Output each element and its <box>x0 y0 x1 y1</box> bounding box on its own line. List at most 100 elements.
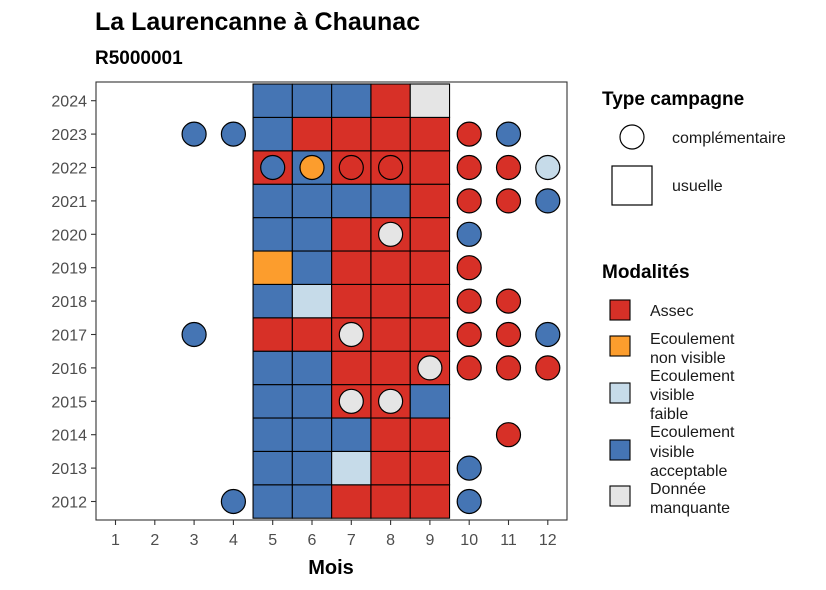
point-2021-12 <box>535 188 561 214</box>
legend-key-faible <box>609 382 631 404</box>
point-2020-10 <box>456 221 482 247</box>
tile-2024-9 <box>409 83 451 118</box>
point-2022-5 <box>260 154 286 181</box>
point-2013-10 <box>456 455 482 481</box>
tile-2012-6 <box>291 484 333 519</box>
tile-2018-6 <box>291 283 333 319</box>
point-2016-10 <box>456 355 482 381</box>
y-tick-label-2012: 2012 <box>51 495 87 512</box>
tile-2013-7 <box>331 450 372 486</box>
point-2022-11 <box>495 154 522 181</box>
tile-2023-9 <box>409 116 451 152</box>
legend-label-faible-2: visible <box>650 387 695 404</box>
tile-2014-6 <box>291 417 333 452</box>
tile-2021-5 <box>252 183 293 219</box>
tile-2018-9 <box>409 283 451 319</box>
legend-label-acceptable-2: visible <box>650 444 695 461</box>
tile-2013-6 <box>291 450 333 486</box>
point-2018-11 <box>495 288 522 314</box>
legend-key-assec <box>609 299 631 321</box>
point-2015-7 <box>338 388 364 414</box>
tile-2017-6 <box>291 317 333 352</box>
x-tick-label-7: 7 <box>347 532 356 549</box>
tile-2015-5 <box>252 384 293 419</box>
y-tick-label-2019: 2019 <box>51 261 87 278</box>
x-axis-title: Mois <box>308 557 354 579</box>
tile-2024-7 <box>331 83 372 118</box>
axes: 1 2 3 4 5 6 7 8 9 10 11 122012201320142015201620172… <box>51 94 556 549</box>
legend-type-campagne: Type campagne complémentaire usuelle <box>602 89 786 206</box>
tile-2024-6 <box>291 83 333 118</box>
point-2021-10 <box>456 188 482 214</box>
x-tick-label-4: 4 <box>229 532 238 549</box>
point-2022-8 <box>378 154 404 181</box>
tile-2021-8 <box>370 183 411 219</box>
legend-key-acceptable <box>609 439 631 461</box>
point-2020-8 <box>378 221 404 247</box>
tile-2021-9 <box>409 183 451 219</box>
legend-label-acceptable-3: acceptable <box>650 463 727 480</box>
tile-2016-6 <box>291 350 333 386</box>
x-tick-label-11: 11 <box>500 532 517 549</box>
legend-key-nonvisible <box>609 335 631 357</box>
tile-2014-9 <box>409 417 451 452</box>
point-2018-10 <box>456 288 482 314</box>
tile-2022-9 <box>409 150 451 185</box>
tile-2019-9 <box>409 250 451 285</box>
y-tick-label-2024: 2024 <box>51 94 87 111</box>
legend-label-assec-1: Assec <box>650 303 694 320</box>
y-tick-label-2013: 2013 <box>51 461 87 478</box>
y-tick-label-2016: 2016 <box>51 361 87 378</box>
tile-2020-7 <box>331 217 372 252</box>
x-tick-label-5: 5 <box>268 532 277 549</box>
tile-2021-7 <box>331 183 372 219</box>
tile-2012-9 <box>409 484 451 519</box>
tile-2020-9 <box>409 217 451 252</box>
point-2016-9 <box>417 355 443 381</box>
point-2014-11 <box>495 422 522 448</box>
legend-key-manquante <box>609 485 631 507</box>
tile-2016-7 <box>331 350 372 386</box>
x-tick-label-10: 10 <box>460 532 478 549</box>
y-tick-label-2023: 2023 <box>51 127 87 144</box>
legend-symbol-square <box>611 165 653 206</box>
x-tick-label-3: 3 <box>190 532 199 549</box>
legend-label-complementaire: complémentaire <box>672 130 786 147</box>
tile-2020-5 <box>252 217 293 252</box>
legend-label-manquante-1: Donnée <box>650 481 706 498</box>
point-2015-8 <box>378 388 404 414</box>
tile-2019-5 <box>252 250 293 285</box>
tile-2021-6 <box>291 183 333 219</box>
tile-2024-8 <box>370 83 411 118</box>
plot-area <box>95 81 568 521</box>
x-tick-label-9: 9 <box>425 532 434 549</box>
legend-label-usuelle: usuelle <box>672 178 723 195</box>
tile-2013-9 <box>409 450 451 486</box>
tile-2012-7 <box>331 484 372 519</box>
legend-type-campagne-title: Type campagne <box>602 89 744 110</box>
tile-2018-8 <box>370 283 411 319</box>
tile-2016-5 <box>252 350 293 386</box>
point-2017-12 <box>535 321 561 348</box>
tile-2024-5 <box>252 83 293 118</box>
chart-title: La Laurencanne à Chaunac <box>95 8 420 36</box>
tile-2017-5 <box>252 317 293 352</box>
x-tick-label-6: 6 <box>308 532 317 549</box>
tile-2013-8 <box>370 450 411 486</box>
y-tick-label-2020: 2020 <box>51 227 87 244</box>
legend-label-acceptable-1: Ecoulement <box>650 424 735 441</box>
point-2019-10 <box>456 255 482 281</box>
tile-2019-8 <box>370 250 411 285</box>
tile-2018-5 <box>252 283 293 319</box>
point-2016-11 <box>495 355 522 381</box>
y-tick-label-2018: 2018 <box>51 294 87 311</box>
legend-label-manquante-2: manquante <box>650 500 730 517</box>
tile-2023-6 <box>291 116 333 152</box>
tile-2019-7 <box>331 250 372 285</box>
tile-2015-6 <box>291 384 333 419</box>
x-tick-label-2: 2 <box>150 532 159 549</box>
y-tick-label-2021: 2021 <box>51 194 87 211</box>
point-2017-7 <box>338 321 364 348</box>
